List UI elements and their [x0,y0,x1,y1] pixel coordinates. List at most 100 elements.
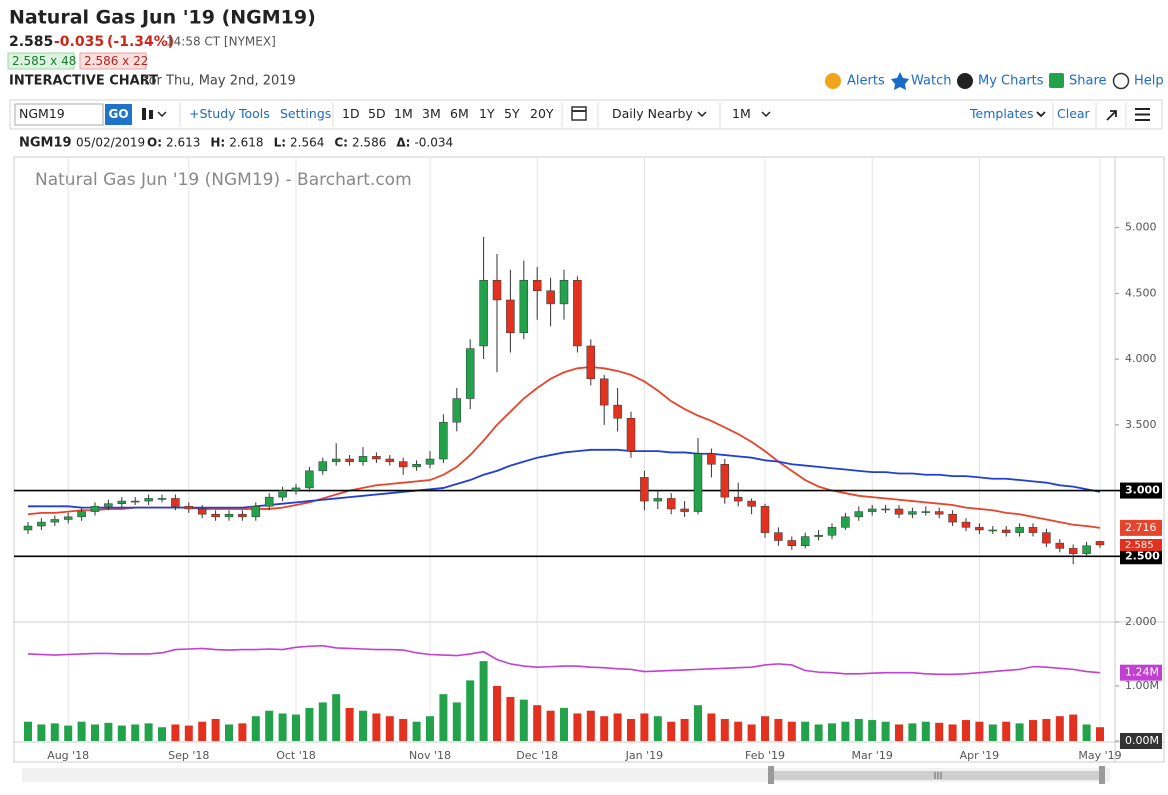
scroller-handle-left[interactable] [768,766,774,784]
frequency-chevron[interactable] [697,111,707,118]
x-tick-label: Apr '19 [960,749,1000,762]
price-change: -0.035 [54,34,104,50]
open-interest-box [1120,664,1162,681]
chart-type-icon[interactable] [142,108,167,120]
candle-body [586,345,596,380]
candle-body [506,299,515,334]
candle-body [908,511,917,515]
info-value: 2.586 [352,136,386,150]
settings-button[interactable]: Settings [280,106,331,121]
candle-body [827,527,837,536]
scroller-handle-right[interactable] [1099,766,1105,784]
range-select[interactable]: 1M [732,106,751,121]
info-value: 2.613 [166,136,200,150]
volume-bar [50,723,59,741]
watch-icon[interactable] [891,72,909,90]
templates-button[interactable]: Templates [969,106,1034,121]
templates-chevron[interactable] [1036,111,1046,118]
volume-bar [158,727,166,741]
ma-last-label: 2.716 [1125,521,1157,534]
candle-body [1095,541,1105,546]
volume-bar [1042,718,1051,741]
info-value: -0.034 [414,136,453,150]
volume-bar [586,710,595,741]
candle-body [613,404,622,419]
period-button[interactable]: 5D [368,106,386,121]
go-button[interactable] [105,104,132,125]
go-button-text[interactable]: GO [108,107,128,121]
candle-body [653,498,663,502]
candle-body [278,490,287,498]
y-tick-label: 4.000 [1125,352,1157,365]
action-link[interactable]: Help [1134,74,1164,89]
range-chevron[interactable] [761,111,771,118]
price-change-pct: (-1.34%) [107,34,174,50]
period-button[interactable]: 3M [422,106,441,121]
volume-bar [345,707,354,741]
candle-body [157,498,167,500]
chart-label: INTERACTIVE CHART [9,74,158,89]
help-icon[interactable] [1112,72,1130,90]
candle-body [532,279,542,292]
candle-body [854,511,864,518]
candle-body [760,506,770,533]
volume-bar [533,705,542,741]
candle-body [238,513,247,518]
expand-icon[interactable] [1106,110,1117,121]
info-date: 05/02/2019 [76,136,145,150]
action-link[interactable]: Watch [911,74,951,89]
chart-watermark: Natural Gas Jun '19 (NGM19) - Barchart.c… [35,170,412,190]
period-button[interactable]: 5Y [504,106,520,121]
period-button[interactable]: 1Y [479,106,495,121]
volume-bar [251,716,260,741]
candle-body [707,453,716,465]
symbol-input[interactable] [14,103,104,126]
share-icon[interactable] [1049,73,1064,88]
candle-body [680,508,689,512]
scroller-grip[interactable] [934,772,942,779]
candle-body [37,521,46,527]
volume-bar [1082,724,1091,741]
period-button[interactable]: 20Y [530,106,554,121]
volume-bar [519,699,528,741]
calendar-icon[interactable] [571,106,587,121]
period-button[interactable]: 6M [450,106,469,121]
volume-bar [774,718,783,741]
volume-zero-box [1120,733,1162,749]
action-link[interactable]: My Charts [978,74,1044,89]
volume-bar [292,714,300,741]
volume-bar [613,713,622,741]
period-button[interactable]: 1M [394,106,413,121]
volume-bar [801,721,810,741]
volume-bar [560,707,568,741]
menu-icon[interactable] [1135,108,1150,121]
frequency-select[interactable]: Daily Nearby [612,106,693,121]
symbol-input-text[interactable]: NGM19 [19,106,65,121]
volume-bar [359,710,367,741]
volume-bar [573,713,582,741]
my-charts-icon[interactable] [957,73,973,89]
scroller-window[interactable] [771,771,1102,780]
candle-body [814,534,823,537]
clear-button[interactable]: Clear [1057,106,1091,121]
alerts-icon[interactable] [825,73,841,89]
candle-body [666,498,676,510]
ask: 2.586 x 22 [84,54,148,68]
volume-bar [1002,721,1011,741]
volume-bar [935,722,944,741]
action-link[interactable]: Alerts [847,74,885,89]
volume-bar [385,716,394,741]
volume-bar [921,721,930,741]
candle-body [358,456,368,462]
study-button[interactable]: +Study [189,106,236,121]
candle-body [331,458,341,462]
tools-button[interactable]: Tools [238,106,270,121]
volume-bar [895,724,903,741]
action-link[interactable]: Share [1069,74,1107,89]
volume-bar [332,694,341,741]
candle-body [305,470,314,489]
y-tick-label: 4.500 [1125,286,1157,299]
period-button[interactable]: 1D [342,106,360,121]
